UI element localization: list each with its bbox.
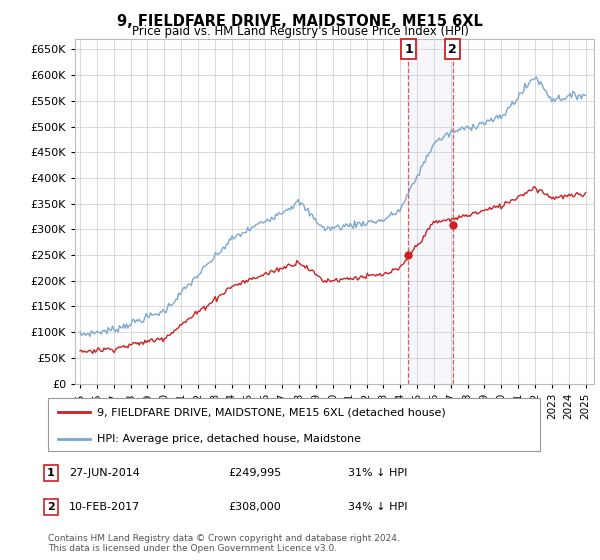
Text: 9, FIELDFARE DRIVE, MAIDSTONE, ME15 6XL (detached house): 9, FIELDFARE DRIVE, MAIDSTONE, ME15 6XL … [97,408,446,418]
Text: Contains HM Land Registry data © Crown copyright and database right 2024.
This d: Contains HM Land Registry data © Crown c… [48,534,400,553]
Text: Price paid vs. HM Land Registry's House Price Index (HPI): Price paid vs. HM Land Registry's House … [131,25,469,38]
Text: 10-FEB-2017: 10-FEB-2017 [69,502,140,512]
Text: 1: 1 [47,468,55,478]
Bar [409,39,452,384]
FancyBboxPatch shape [48,398,540,451]
Text: 1: 1 [404,43,413,56]
Text: HPI: Average price, detached house, Maidstone: HPI: Average price, detached house, Maid… [97,434,361,444]
Text: £249,995: £249,995 [228,468,281,478]
Text: 2: 2 [448,43,457,56]
Text: 31% ↓ HPI: 31% ↓ HPI [348,468,407,478]
Text: £308,000: £308,000 [228,502,281,512]
Text: 27-JUN-2014: 27-JUN-2014 [69,468,140,478]
Text: 9, FIELDFARE DRIVE, MAIDSTONE, ME15 6XL: 9, FIELDFARE DRIVE, MAIDSTONE, ME15 6XL [117,14,483,29]
Text: 2: 2 [47,502,55,512]
Text: 34% ↓ HPI: 34% ↓ HPI [348,502,407,512]
